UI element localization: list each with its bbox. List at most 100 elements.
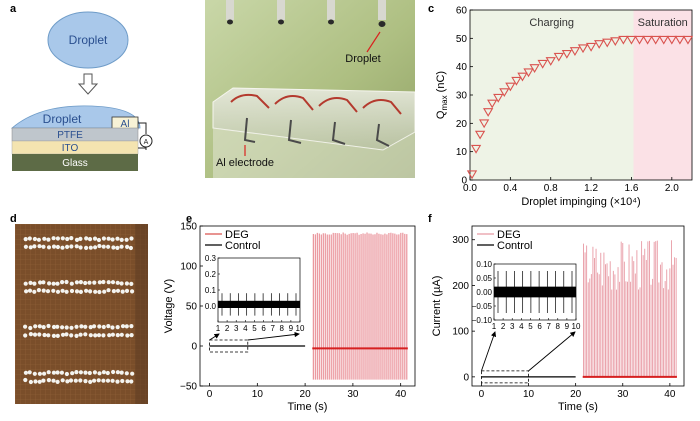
droplet-dot	[23, 377, 28, 383]
droplet-dot	[37, 332, 42, 337]
droplet-dot	[65, 236, 70, 242]
droplet-dot	[110, 378, 115, 383]
data-point	[577, 44, 589, 54]
droplet-dot	[74, 324, 79, 329]
droplet-dot	[78, 236, 83, 241]
legend-label: DEG	[225, 229, 249, 241]
e-inset-xtick-label: 8	[280, 324, 285, 333]
droplet-dot	[73, 378, 78, 383]
droplet-dot	[105, 370, 110, 376]
droplet-dot	[129, 236, 134, 241]
data-point	[545, 57, 556, 66]
c-xlabel: Droplet impinging (×10⁴)	[521, 196, 640, 208]
free-droplet-label: Droplet	[69, 33, 108, 47]
droplet-dot	[110, 325, 115, 330]
e-inset-xtick-label: 1	[216, 324, 221, 333]
data-point	[569, 47, 581, 56]
droplet-dot	[28, 245, 33, 250]
down-arrow-icon	[77, 73, 99, 95]
droplet-dot	[93, 245, 98, 250]
e-inset-frame	[217, 257, 301, 323]
droplet-dot	[78, 378, 83, 383]
data-point	[511, 76, 522, 86]
c-xtick-label: 1.6	[625, 183, 639, 194]
droplet-dot	[111, 245, 116, 250]
droplet-dot	[37, 324, 42, 329]
c-xtick-label: 2.0	[665, 183, 679, 194]
e-inset-ytick-label: 0.0	[205, 302, 217, 311]
droplet-dot	[51, 288, 56, 293]
droplet-dot	[60, 245, 65, 250]
f-xtick-label: 0	[479, 389, 485, 400]
droplet-dot	[101, 244, 106, 249]
droplet-dot	[119, 237, 124, 242]
ito-label: ITO	[62, 143, 79, 154]
data-point	[523, 68, 534, 78]
droplet-dot	[32, 332, 38, 337]
droplet-dot	[110, 237, 115, 242]
data-point	[618, 35, 629, 45]
f-xtick-label: 10	[523, 389, 535, 400]
photo-electrode-label: Al electrode	[216, 157, 274, 169]
droplet-dot	[51, 244, 57, 249]
c-ytick-label: 50	[456, 34, 468, 45]
droplet-dot	[69, 244, 74, 249]
droplet-dot	[129, 281, 134, 286]
droplet-dot	[74, 244, 79, 249]
ammeter-icon	[139, 134, 153, 148]
f-zoom-arrow	[480, 331, 497, 372]
region-saturation	[633, 10, 692, 180]
droplet-dot	[119, 244, 124, 249]
droplet-dot	[87, 237, 93, 242]
droplet-dot	[74, 333, 79, 338]
f-ytick-label: 300	[452, 235, 469, 246]
droplet-dot	[96, 237, 101, 243]
droplet-dot	[55, 289, 61, 294]
droplet-dot	[119, 370, 124, 375]
droplet-dot	[97, 243, 102, 249]
c-ytick-label: 60	[456, 6, 468, 17]
droplet-dot	[70, 371, 75, 376]
data-point	[642, 35, 653, 45]
droplet-dot	[51, 324, 57, 330]
f-zoom-window	[481, 370, 529, 384]
droplet-dot	[125, 244, 130, 249]
droplet-dot	[55, 236, 61, 241]
c-xtick-label: 0.4	[503, 183, 517, 194]
droplet-dot	[92, 324, 97, 329]
droplet-dot	[32, 281, 37, 286]
e-ytick-label: 100	[180, 262, 197, 273]
droplet-dot	[106, 236, 111, 241]
droplet-dot	[115, 236, 120, 241]
e-zoom-arrow	[209, 333, 220, 341]
e-inset-xtick-label: 10	[296, 324, 305, 333]
droplet-dot	[115, 245, 120, 250]
data-point	[674, 35, 686, 45]
droplet-dot	[51, 370, 57, 375]
droplet-dot	[55, 281, 60, 286]
data-point	[470, 144, 482, 154]
droplet-dot	[93, 333, 98, 338]
e-inset-xtick-label: 6	[261, 324, 266, 333]
data-point	[682, 35, 694, 45]
droplet-dot	[101, 370, 106, 375]
droplet-dot	[115, 370, 120, 375]
f-xtick-label: 40	[664, 389, 676, 400]
region-label: Charging	[529, 17, 574, 29]
droplet-dot	[115, 333, 120, 338]
data-point	[561, 50, 573, 59]
device-droplet-label: Droplet	[43, 112, 82, 126]
droplet-dot	[23, 370, 28, 375]
e-xtick-label: 30	[347, 389, 359, 400]
red-wires	[230, 93, 402, 115]
droplet-dot	[101, 333, 106, 338]
glass-label: Glass	[62, 158, 88, 169]
droplet-dot	[97, 324, 102, 329]
droplet-dot	[124, 371, 129, 376]
droplet-dot	[33, 324, 38, 329]
data-point	[478, 119, 490, 129]
droplet-dot	[84, 288, 89, 293]
droplet-dot	[107, 333, 112, 338]
droplet-dot	[65, 244, 70, 249]
f-inset-xtick-label: 7	[546, 322, 551, 331]
